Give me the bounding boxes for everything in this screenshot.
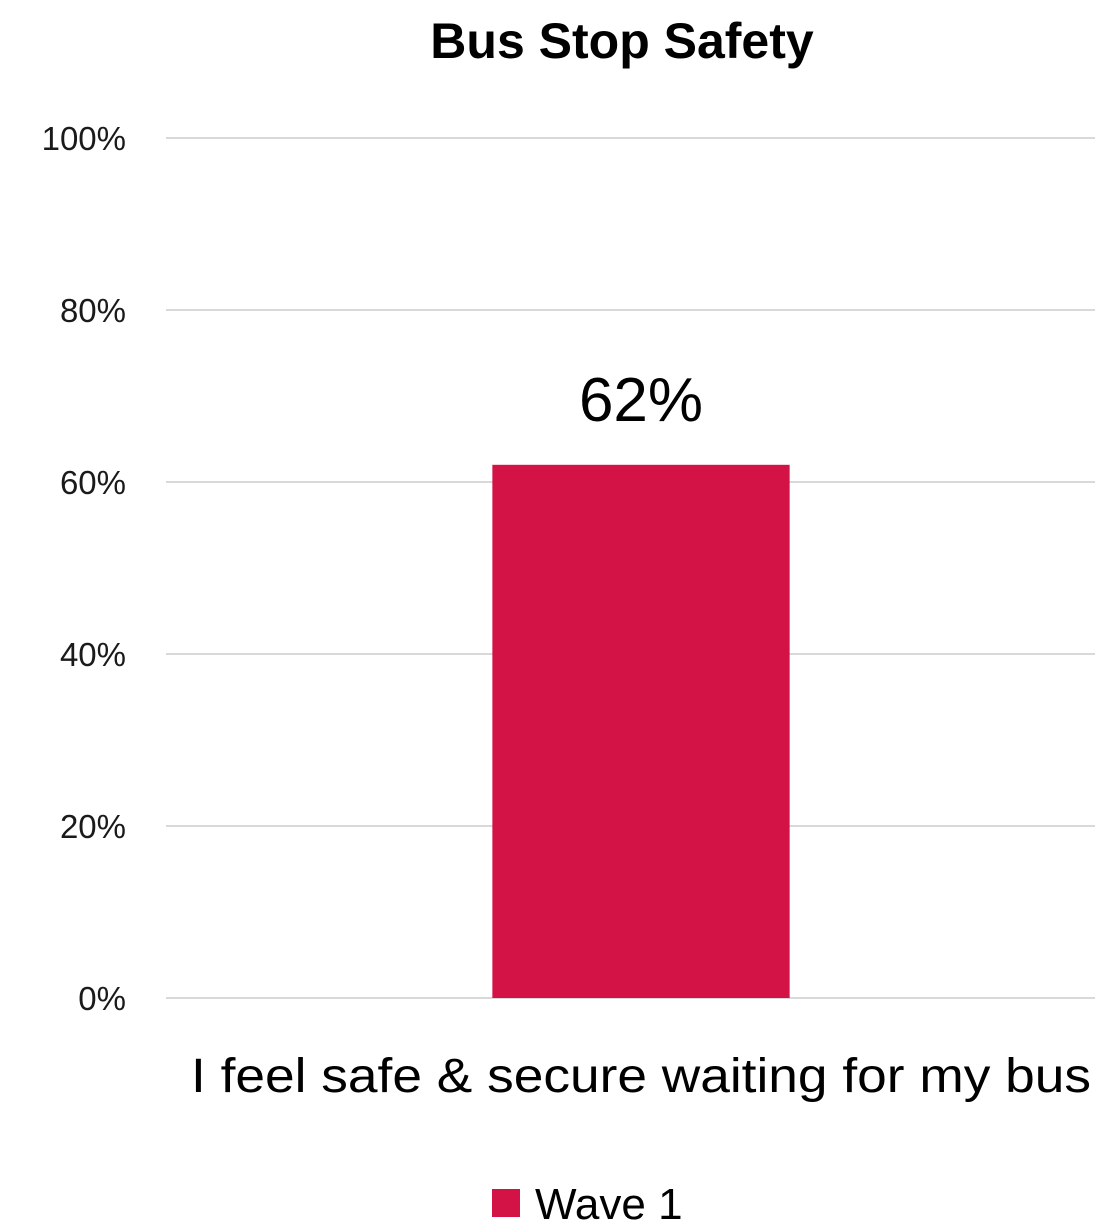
legend-label-wave-1: Wave 1 (535, 1180, 683, 1226)
y-tick-label: 40% (60, 636, 126, 673)
legend-swatch-wave-1 (492, 1189, 520, 1217)
x-category-label: I feel safe & secure waiting for my bus (191, 1050, 1091, 1103)
y-tick-label: 100% (42, 120, 126, 157)
data-label: 62% (579, 366, 703, 435)
y-tick-label: 60% (60, 464, 126, 501)
data-labels: 62% (579, 366, 703, 435)
y-axis-ticks: 0% 20% 40% 60% 80% 100% (42, 120, 126, 1017)
x-axis-categories: I feel safe & secure waiting for my bus (191, 1050, 1091, 1103)
y-tick-label: 0% (78, 980, 126, 1017)
y-tick-label: 20% (60, 808, 126, 845)
chart-title: Bus Stop Safety (430, 13, 814, 69)
bar-wave-1 (492, 464, 790, 998)
y-tick-label: 80% (60, 292, 126, 329)
legend: Wave 1 (492, 1180, 683, 1226)
bars (492, 464, 790, 998)
